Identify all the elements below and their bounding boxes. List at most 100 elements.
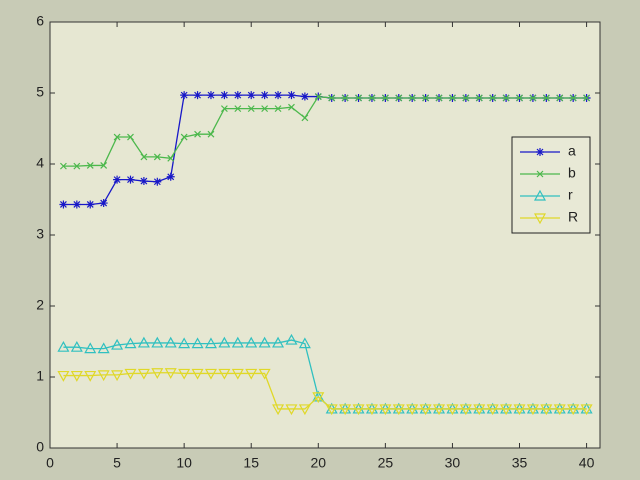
data-point xyxy=(137,336,150,348)
legend-marker xyxy=(536,148,544,156)
data-point xyxy=(86,161,94,169)
data-point xyxy=(137,368,150,380)
data-point xyxy=(233,91,242,100)
data-point xyxy=(193,91,202,100)
data-point xyxy=(422,94,430,102)
legend-label: a xyxy=(568,143,576,159)
data-point xyxy=(245,336,258,348)
data-point xyxy=(449,94,456,102)
data-point xyxy=(395,94,403,102)
legend-marker xyxy=(533,213,547,225)
data-point xyxy=(556,94,564,102)
data-point xyxy=(111,370,124,382)
data-point xyxy=(194,130,201,138)
x-tick-label: 40 xyxy=(579,455,595,471)
x-tick-label: 25 xyxy=(378,455,394,471)
data-point xyxy=(207,130,215,138)
data-point xyxy=(301,114,309,122)
data-point xyxy=(127,133,134,141)
data-point xyxy=(433,404,446,416)
data-point xyxy=(97,342,110,354)
data-point xyxy=(567,404,580,416)
data-point xyxy=(100,161,108,169)
data-point xyxy=(553,404,566,416)
y-tick-label: 0 xyxy=(36,439,44,455)
data-point xyxy=(97,370,110,382)
data-point xyxy=(59,200,68,209)
data-point xyxy=(70,370,83,382)
data-point xyxy=(260,91,269,100)
data-point xyxy=(124,337,137,349)
data-point xyxy=(113,175,122,184)
data-point xyxy=(139,177,148,186)
data-point xyxy=(542,94,550,102)
data-point xyxy=(140,153,148,161)
series-line xyxy=(63,95,587,167)
legend-label: r xyxy=(568,187,573,203)
y-tick-label: 5 xyxy=(36,84,44,100)
data-point xyxy=(500,404,513,416)
data-point xyxy=(341,94,349,102)
y-tick-label: 2 xyxy=(36,297,44,313)
data-point xyxy=(178,337,191,349)
data-point xyxy=(272,404,285,416)
data-point xyxy=(325,404,338,416)
data-point xyxy=(206,91,215,100)
data-point xyxy=(339,404,352,416)
series-line xyxy=(63,372,587,410)
legend-marker xyxy=(533,189,547,201)
data-point xyxy=(287,91,296,100)
x-tick-label: 35 xyxy=(512,455,528,471)
data-point xyxy=(59,162,67,170)
data-point xyxy=(298,337,311,349)
y-tick-label: 4 xyxy=(36,155,44,171)
data-point xyxy=(502,94,510,102)
data-point xyxy=(164,336,177,348)
data-point xyxy=(57,370,70,382)
data-point xyxy=(300,92,309,101)
data-point xyxy=(274,105,282,113)
data-point xyxy=(379,404,392,416)
data-point xyxy=(486,404,499,416)
data-point xyxy=(204,368,217,380)
data-point xyxy=(220,105,228,113)
data-point xyxy=(435,94,443,102)
data-point xyxy=(365,404,378,416)
data-point xyxy=(218,336,231,348)
data-point xyxy=(111,338,124,350)
data-point xyxy=(298,404,311,416)
x-tick-label: 10 xyxy=(176,455,192,471)
data-point xyxy=(70,340,83,352)
data-point xyxy=(113,133,121,141)
data-point xyxy=(231,336,244,348)
data-point xyxy=(274,91,283,100)
data-point xyxy=(355,94,362,102)
x-tick-label: 0 xyxy=(46,455,54,471)
data-point xyxy=(258,336,271,348)
data-point xyxy=(328,94,336,102)
data-point xyxy=(513,404,526,416)
data-point xyxy=(285,333,298,345)
y-tick-label: 1 xyxy=(36,368,44,384)
data-point xyxy=(234,105,242,113)
data-point xyxy=(258,368,271,380)
data-point xyxy=(231,368,244,380)
data-point xyxy=(529,94,537,102)
data-point xyxy=(516,94,523,102)
data-point xyxy=(126,175,135,184)
data-point xyxy=(124,368,137,380)
data-point xyxy=(261,105,269,113)
data-point xyxy=(166,172,175,181)
legend-marker xyxy=(536,170,544,178)
data-point xyxy=(247,91,256,100)
legend-label: R xyxy=(568,209,578,225)
data-point xyxy=(475,94,483,102)
data-point xyxy=(204,337,217,349)
data-point xyxy=(526,404,539,416)
data-point xyxy=(247,105,255,113)
data-point xyxy=(419,404,432,416)
data-point xyxy=(288,103,295,111)
